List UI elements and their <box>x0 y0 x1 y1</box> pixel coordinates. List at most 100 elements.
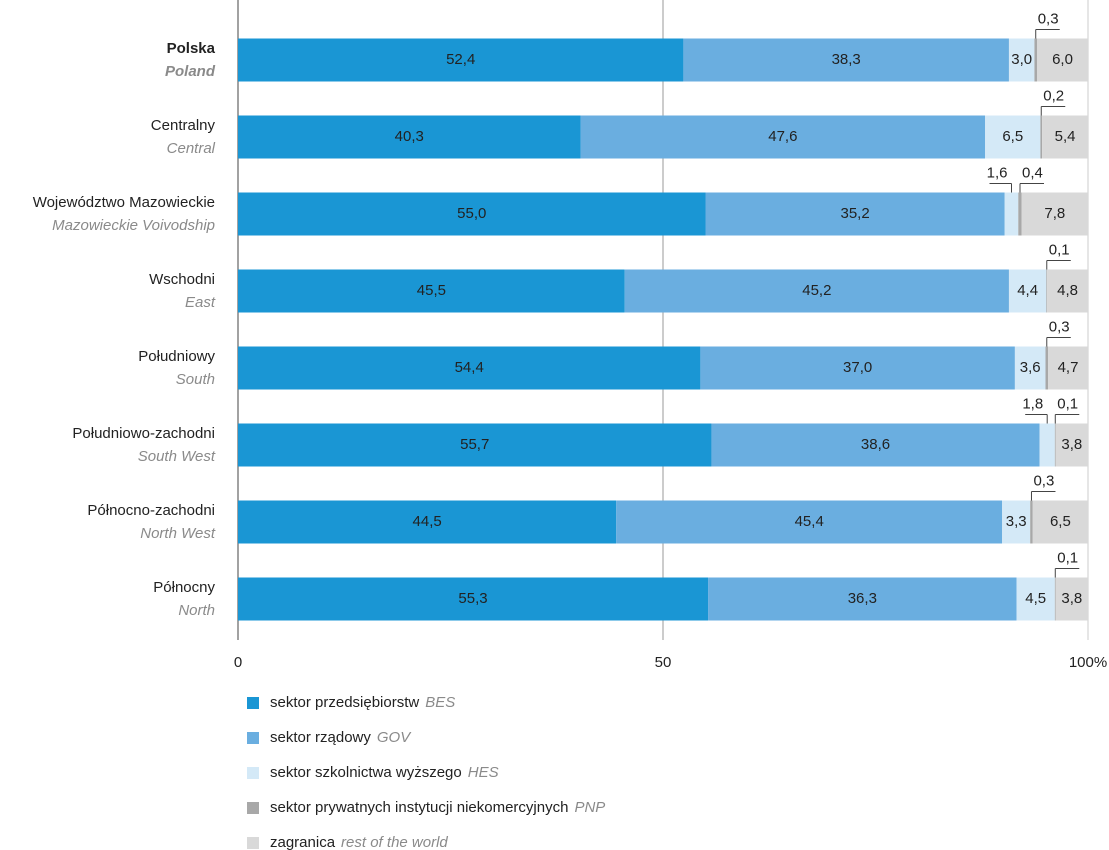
bar-segment <box>1054 423 1056 467</box>
category-label: Województwo Mazowieckie <box>33 194 215 211</box>
legend-abbr: BES <box>425 694 455 711</box>
bar-segment <box>1047 269 1088 313</box>
bar-segment <box>1045 346 1049 390</box>
bar-segment <box>1054 577 1056 621</box>
value-label: 52,4 <box>446 51 475 68</box>
legend-label: sektor szkolnictwa wyższego HES <box>270 764 499 781</box>
x-tick-label: 0 <box>234 654 242 671</box>
bar-segment <box>238 423 712 467</box>
value-label: 0,4 <box>1022 164 1043 181</box>
value-label: 7,8 <box>1044 205 1065 222</box>
value-label: 3,3 <box>1006 513 1027 530</box>
legend-label: sektor prywatnych instytucji niekomercyj… <box>270 799 605 816</box>
legend-label: zagranica rest of the world <box>270 834 448 850</box>
category-label: Centralny <box>151 117 216 134</box>
category-label-en: North West <box>140 525 216 542</box>
bar-segment <box>1055 577 1088 621</box>
bar-segment <box>708 577 1017 621</box>
value-label: 36,3 <box>848 590 877 607</box>
value-label: 55,3 <box>458 590 487 607</box>
x-tick-label: 50 <box>655 654 672 671</box>
category-label-en: Central <box>167 140 216 157</box>
category-label: Południowy <box>138 348 215 365</box>
category-label-en: North <box>178 602 215 619</box>
category-label-en: South West <box>138 448 216 465</box>
value-label: 55,7 <box>460 436 489 453</box>
value-label: 0,3 <box>1049 318 1070 335</box>
category-label-en: East <box>185 294 216 311</box>
value-label: 0,2 <box>1043 87 1064 104</box>
value-label: 1,6 <box>987 164 1008 181</box>
value-label: 0,3 <box>1038 10 1059 27</box>
bar-segment <box>1032 500 1088 544</box>
value-label: 38,6 <box>861 436 890 453</box>
bar-segment <box>1040 115 1043 159</box>
value-label: 0,1 <box>1057 395 1078 412</box>
category-label: Polska <box>167 40 216 57</box>
bar-segment <box>1046 269 1048 313</box>
value-label: 54,4 <box>455 359 484 376</box>
bar-segment <box>1055 423 1088 467</box>
bar-segment <box>238 115 581 159</box>
value-label: 44,5 <box>413 513 442 530</box>
category-label: Północno-zachodni <box>87 502 215 519</box>
legend-swatch <box>247 732 259 744</box>
bar-segment <box>1030 500 1033 544</box>
legend-abbr: GOV <box>377 729 412 746</box>
value-label: 3,0 <box>1011 51 1032 68</box>
legend-abbr: rest of the world <box>341 834 448 850</box>
value-label: 0,3 <box>1033 472 1054 489</box>
bar-segment <box>238 269 625 313</box>
value-label: 6,5 <box>1050 513 1071 530</box>
category-label: Wschodni <box>149 271 215 288</box>
bar-segment <box>711 423 1040 467</box>
value-label: 3,8 <box>1061 590 1082 607</box>
legend-name: sektor rządowy <box>270 729 371 746</box>
category-label-en: Poland <box>165 63 216 80</box>
value-label: 40,3 <box>395 128 424 145</box>
category-label: Południowo-zachodni <box>72 425 215 442</box>
bar-segment <box>1021 192 1088 236</box>
bar-segment <box>616 500 1003 544</box>
value-label: 0,1 <box>1057 549 1078 566</box>
bar-segment <box>1039 423 1055 467</box>
legend-name: sektor przedsiębiorstw <box>270 694 419 711</box>
value-label: 4,8 <box>1057 282 1078 299</box>
bar-segment <box>238 500 617 544</box>
bar-segment <box>580 115 986 159</box>
legend-label: sektor rządowy GOV <box>270 729 412 746</box>
bar-segment <box>1002 500 1031 544</box>
bar-segment <box>1014 346 1046 390</box>
value-label: 3,8 <box>1061 436 1082 453</box>
value-label: 4,7 <box>1058 359 1079 376</box>
value-label: 45,2 <box>802 282 831 299</box>
category-label-en: Mazowieckie Voivodship <box>52 217 215 234</box>
legend-swatch <box>247 802 259 814</box>
value-label: 45,4 <box>795 513 824 530</box>
legend-name: sektor prywatnych instytucji niekomercyj… <box>270 799 568 816</box>
legend-name: sektor szkolnictwa wyższego <box>270 764 462 781</box>
legend-label: sektor przedsiębiorstw BES <box>270 694 455 711</box>
legend-swatch <box>247 697 259 709</box>
value-label: 37,0 <box>843 359 872 376</box>
bar-segment <box>238 192 706 236</box>
x-tick-label: 100% <box>1069 654 1107 671</box>
legend-name: zagranica <box>270 834 336 850</box>
value-label: 38,3 <box>832 51 861 68</box>
value-label: 35,2 <box>840 205 869 222</box>
bar-segment <box>985 115 1041 159</box>
bar-segment <box>1016 577 1055 621</box>
bar-segment <box>1008 38 1035 82</box>
value-label: 4,4 <box>1017 282 1038 299</box>
value-label: 5,4 <box>1055 128 1076 145</box>
legend-abbr: PNP <box>574 799 605 816</box>
value-label: 55,0 <box>457 205 486 222</box>
bar-segment <box>1004 192 1019 236</box>
value-label: 3,6 <box>1020 359 1041 376</box>
bar-segment <box>705 192 1005 236</box>
bar-segment <box>238 577 709 621</box>
legend-abbr: HES <box>468 764 499 781</box>
legend-swatch <box>247 837 259 849</box>
legend-swatch <box>247 767 259 779</box>
